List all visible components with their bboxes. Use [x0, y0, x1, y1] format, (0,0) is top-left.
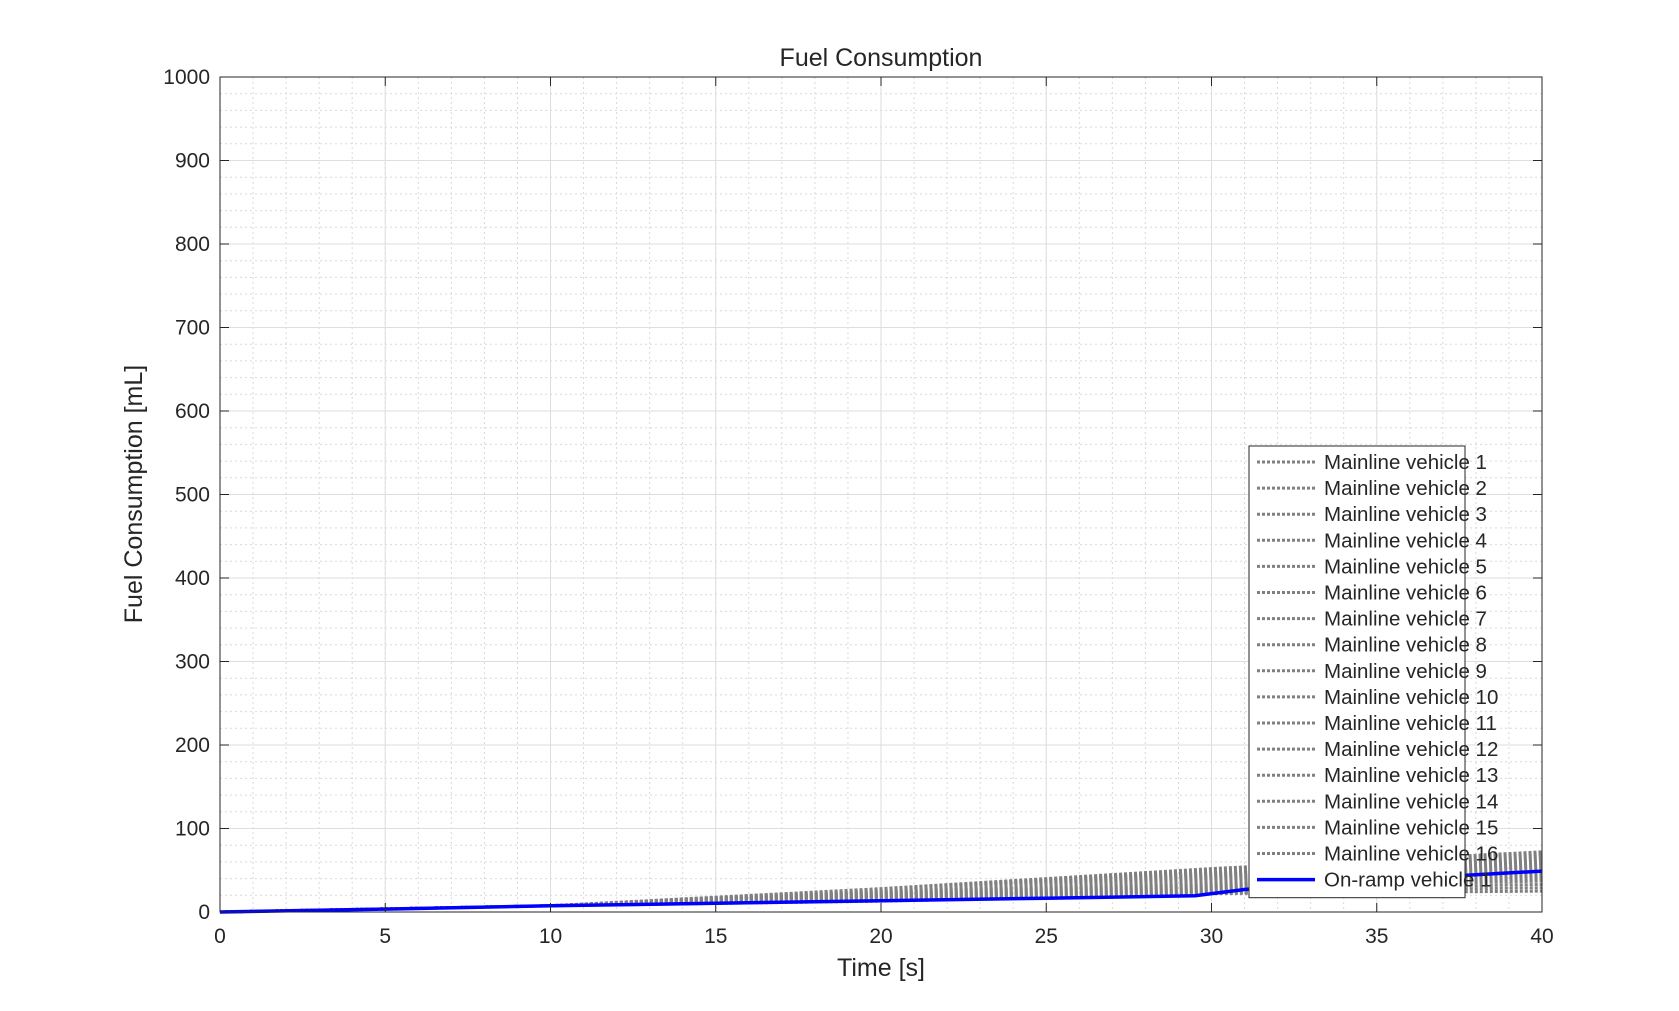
x-tick-label: 25: [1035, 925, 1058, 948]
x-tick-label: 15: [704, 925, 727, 948]
legend-entry-label: Mainline vehicle 12: [1324, 738, 1498, 761]
legend-entry-label: Mainline vehicle 7: [1324, 608, 1487, 631]
y-tick-label: 800: [175, 233, 210, 256]
chart-title: Fuel Consumption: [780, 44, 983, 72]
x-tick-label: 30: [1200, 925, 1223, 948]
x-tick-label: 10: [539, 925, 562, 948]
y-tick-labels: 0 100 200 300 400 500 600 700 800 900 1000: [163, 66, 210, 924]
legend-entry-label: Mainline vehicle 9: [1324, 660, 1487, 683]
x-tick-label: 40: [1530, 925, 1553, 948]
legend-entry-label: Mainline vehicle 3: [1324, 503, 1487, 526]
legend-entry-label: On-ramp vehicle 1: [1324, 869, 1491, 892]
y-tick-label: 600: [175, 400, 210, 423]
y-axis-label: Fuel Consumption [mL]: [120, 365, 148, 623]
y-tick-label: 300: [175, 651, 210, 674]
legend-entry-label: Mainline vehicle 6: [1324, 582, 1487, 605]
y-tick-label: 0: [198, 901, 210, 924]
legend-entry-label: Mainline vehicle 15: [1324, 816, 1498, 839]
legend-entry-label: Mainline vehicle 16: [1324, 843, 1498, 866]
y-tick-label: 1000: [163, 66, 210, 89]
legend-entry-label: Mainline vehicle 8: [1324, 634, 1487, 657]
y-tick-label: 400: [175, 567, 210, 590]
x-tick-label: 35: [1365, 925, 1388, 948]
x-tick-label: 20: [869, 925, 892, 948]
x-tick-label: 0: [214, 925, 226, 948]
legend-entry-label: Mainline vehicle 4: [1324, 529, 1487, 552]
y-tick-label: 200: [175, 734, 210, 757]
y-tick-label: 900: [175, 150, 210, 173]
legend-entry-label: Mainline vehicle 1: [1324, 451, 1487, 474]
legend-entry-label: Mainline vehicle 11: [1324, 712, 1497, 735]
x-axis-label: Time [s]: [837, 954, 925, 982]
y-tick-label: 100: [175, 818, 210, 841]
legend-entry-label: Mainline vehicle 10: [1324, 686, 1498, 709]
legend-entry-label: Mainline vehicle 5: [1324, 555, 1487, 578]
x-tick-labels: 0 5 10 15 20 25 30 35 40: [214, 925, 1554, 948]
legend-entry-label: Mainline vehicle 13: [1324, 764, 1498, 787]
legend-entry-label: Mainline vehicle 14: [1324, 790, 1498, 813]
x-tick-label: 5: [379, 925, 391, 948]
legend-entry-label: Mainline vehicle 2: [1324, 477, 1487, 500]
y-tick-label: 700: [175, 317, 210, 340]
axis-ticks: [219, 76, 1543, 913]
y-tick-label: 500: [175, 484, 210, 507]
legend: Mainline vehicle 1 Mainline vehicle 2 Main…: [1248, 445, 1498, 899]
